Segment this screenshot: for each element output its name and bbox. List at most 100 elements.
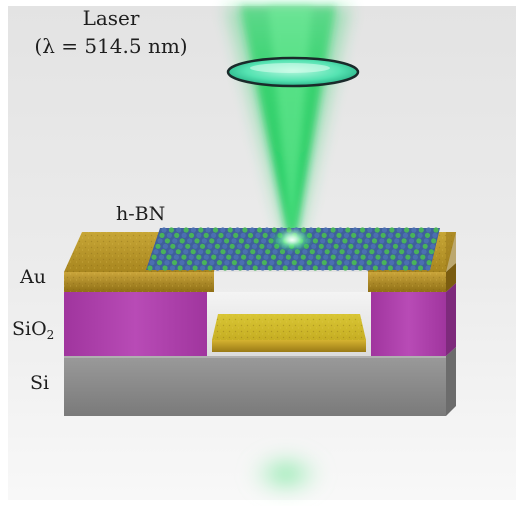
lens-highlight bbox=[250, 63, 330, 73]
hbn-atom bbox=[412, 254, 418, 260]
hbn-atom bbox=[220, 227, 226, 233]
hbn-atom bbox=[336, 260, 342, 266]
hbn-atom bbox=[249, 227, 255, 233]
hbn-atom bbox=[364, 238, 370, 244]
hbn-atom bbox=[365, 232, 372, 238]
hbn-atom bbox=[222, 243, 228, 249]
hbn-atom bbox=[369, 249, 375, 255]
hbn-atom bbox=[394, 238, 400, 244]
hbn-atom bbox=[365, 265, 371, 271]
hbn-atom bbox=[315, 227, 321, 233]
hbn-atom bbox=[185, 243, 191, 249]
hbn-atom bbox=[338, 254, 344, 260]
hbn-atom bbox=[166, 254, 172, 260]
hbn-atom bbox=[333, 243, 339, 249]
hbn-atom bbox=[372, 265, 378, 271]
hbn-atom bbox=[179, 238, 185, 244]
hbn-atom bbox=[233, 232, 239, 238]
hbn-atom bbox=[218, 232, 224, 238]
hbn-atom bbox=[339, 249, 345, 255]
hbn-atom bbox=[374, 260, 380, 266]
hbn-atom bbox=[344, 260, 350, 266]
hbn-atom bbox=[425, 265, 431, 271]
hbn-atom bbox=[314, 260, 320, 266]
hbn-atom bbox=[190, 249, 196, 255]
si-label: Si bbox=[30, 372, 50, 394]
hbn-atom bbox=[308, 227, 314, 233]
hbn-atom bbox=[201, 260, 207, 266]
hbn-atom bbox=[323, 227, 329, 233]
hbn-atom bbox=[317, 249, 323, 255]
hbn-atom bbox=[366, 260, 372, 266]
hbn-atom bbox=[246, 260, 252, 266]
hbn-atom bbox=[379, 238, 385, 244]
hbn-atom bbox=[424, 232, 431, 238]
hbn-atom bbox=[275, 265, 281, 271]
hbn-atom bbox=[302, 249, 308, 255]
hbn-atom bbox=[384, 249, 390, 255]
hbn-label: h-BN bbox=[116, 203, 166, 225]
hbn-atom bbox=[417, 265, 424, 271]
hbn-atom bbox=[351, 232, 357, 238]
hbn-atom bbox=[375, 254, 381, 260]
hbn-atom bbox=[385, 243, 391, 249]
hbn-atom bbox=[237, 265, 243, 271]
hbn-atom bbox=[320, 238, 326, 244]
hbn-atom bbox=[173, 254, 179, 260]
hbn-atom bbox=[395, 232, 401, 238]
hbn-atom bbox=[285, 254, 291, 260]
hbn-atom bbox=[305, 265, 311, 271]
hbn-atom bbox=[352, 227, 358, 233]
hbn-atom bbox=[265, 249, 271, 255]
hbn-atom bbox=[170, 243, 176, 249]
hbn-atom bbox=[396, 227, 402, 233]
hbn-atom bbox=[337, 227, 343, 233]
hbn-atom bbox=[345, 254, 351, 260]
hbn-atom bbox=[422, 243, 428, 249]
hbn-atom bbox=[382, 254, 389, 260]
hbn-atom bbox=[411, 260, 417, 266]
hbn-atom bbox=[222, 265, 228, 271]
sio2-label-main: SiO bbox=[12, 318, 47, 340]
hbn-atom bbox=[231, 260, 237, 266]
hbn-atom bbox=[402, 265, 409, 271]
hbn-atom bbox=[359, 260, 365, 266]
hbn-atom bbox=[209, 238, 215, 244]
hbn-atom bbox=[160, 249, 166, 255]
hbn-atom bbox=[351, 260, 357, 266]
hbn-atom bbox=[227, 249, 233, 255]
hbn-atom bbox=[172, 238, 178, 244]
hbn-atom bbox=[380, 265, 386, 271]
hbn-atom bbox=[254, 260, 260, 266]
hbn-atom bbox=[233, 254, 239, 260]
wavelength-label: (λ = 514.5 nm) bbox=[34, 34, 188, 58]
hbn-atom bbox=[401, 238, 407, 244]
hbn-atom bbox=[175, 249, 181, 255]
hbn-atom bbox=[194, 238, 200, 244]
hbn-atom bbox=[391, 249, 397, 255]
hbn-atom bbox=[388, 232, 394, 238]
hbn-atom bbox=[264, 227, 270, 233]
hbn-atom bbox=[181, 232, 187, 238]
hbn-atom bbox=[416, 238, 422, 244]
hbn-atom bbox=[266, 243, 272, 249]
hbn-atom bbox=[253, 238, 259, 244]
hbn-atom bbox=[159, 232, 165, 238]
hbn-atom bbox=[330, 227, 336, 233]
hbn-atom bbox=[198, 227, 204, 233]
hbn-atom bbox=[272, 249, 278, 255]
hbn-atom bbox=[179, 260, 185, 266]
floor-reflection bbox=[246, 448, 326, 500]
hbn-atom bbox=[154, 265, 161, 271]
hbn-atom bbox=[229, 243, 235, 249]
hbn-atom bbox=[329, 260, 335, 266]
hbn-atom bbox=[216, 238, 222, 244]
hbn-atom bbox=[318, 243, 324, 249]
hbn-atom bbox=[410, 265, 416, 271]
hbn-atom bbox=[244, 243, 250, 249]
hbn-atom bbox=[177, 243, 183, 249]
hbn-atom bbox=[334, 238, 341, 244]
hbn-atom bbox=[404, 260, 410, 266]
hbn-atom bbox=[187, 238, 193, 244]
hbn-atom bbox=[259, 243, 265, 249]
